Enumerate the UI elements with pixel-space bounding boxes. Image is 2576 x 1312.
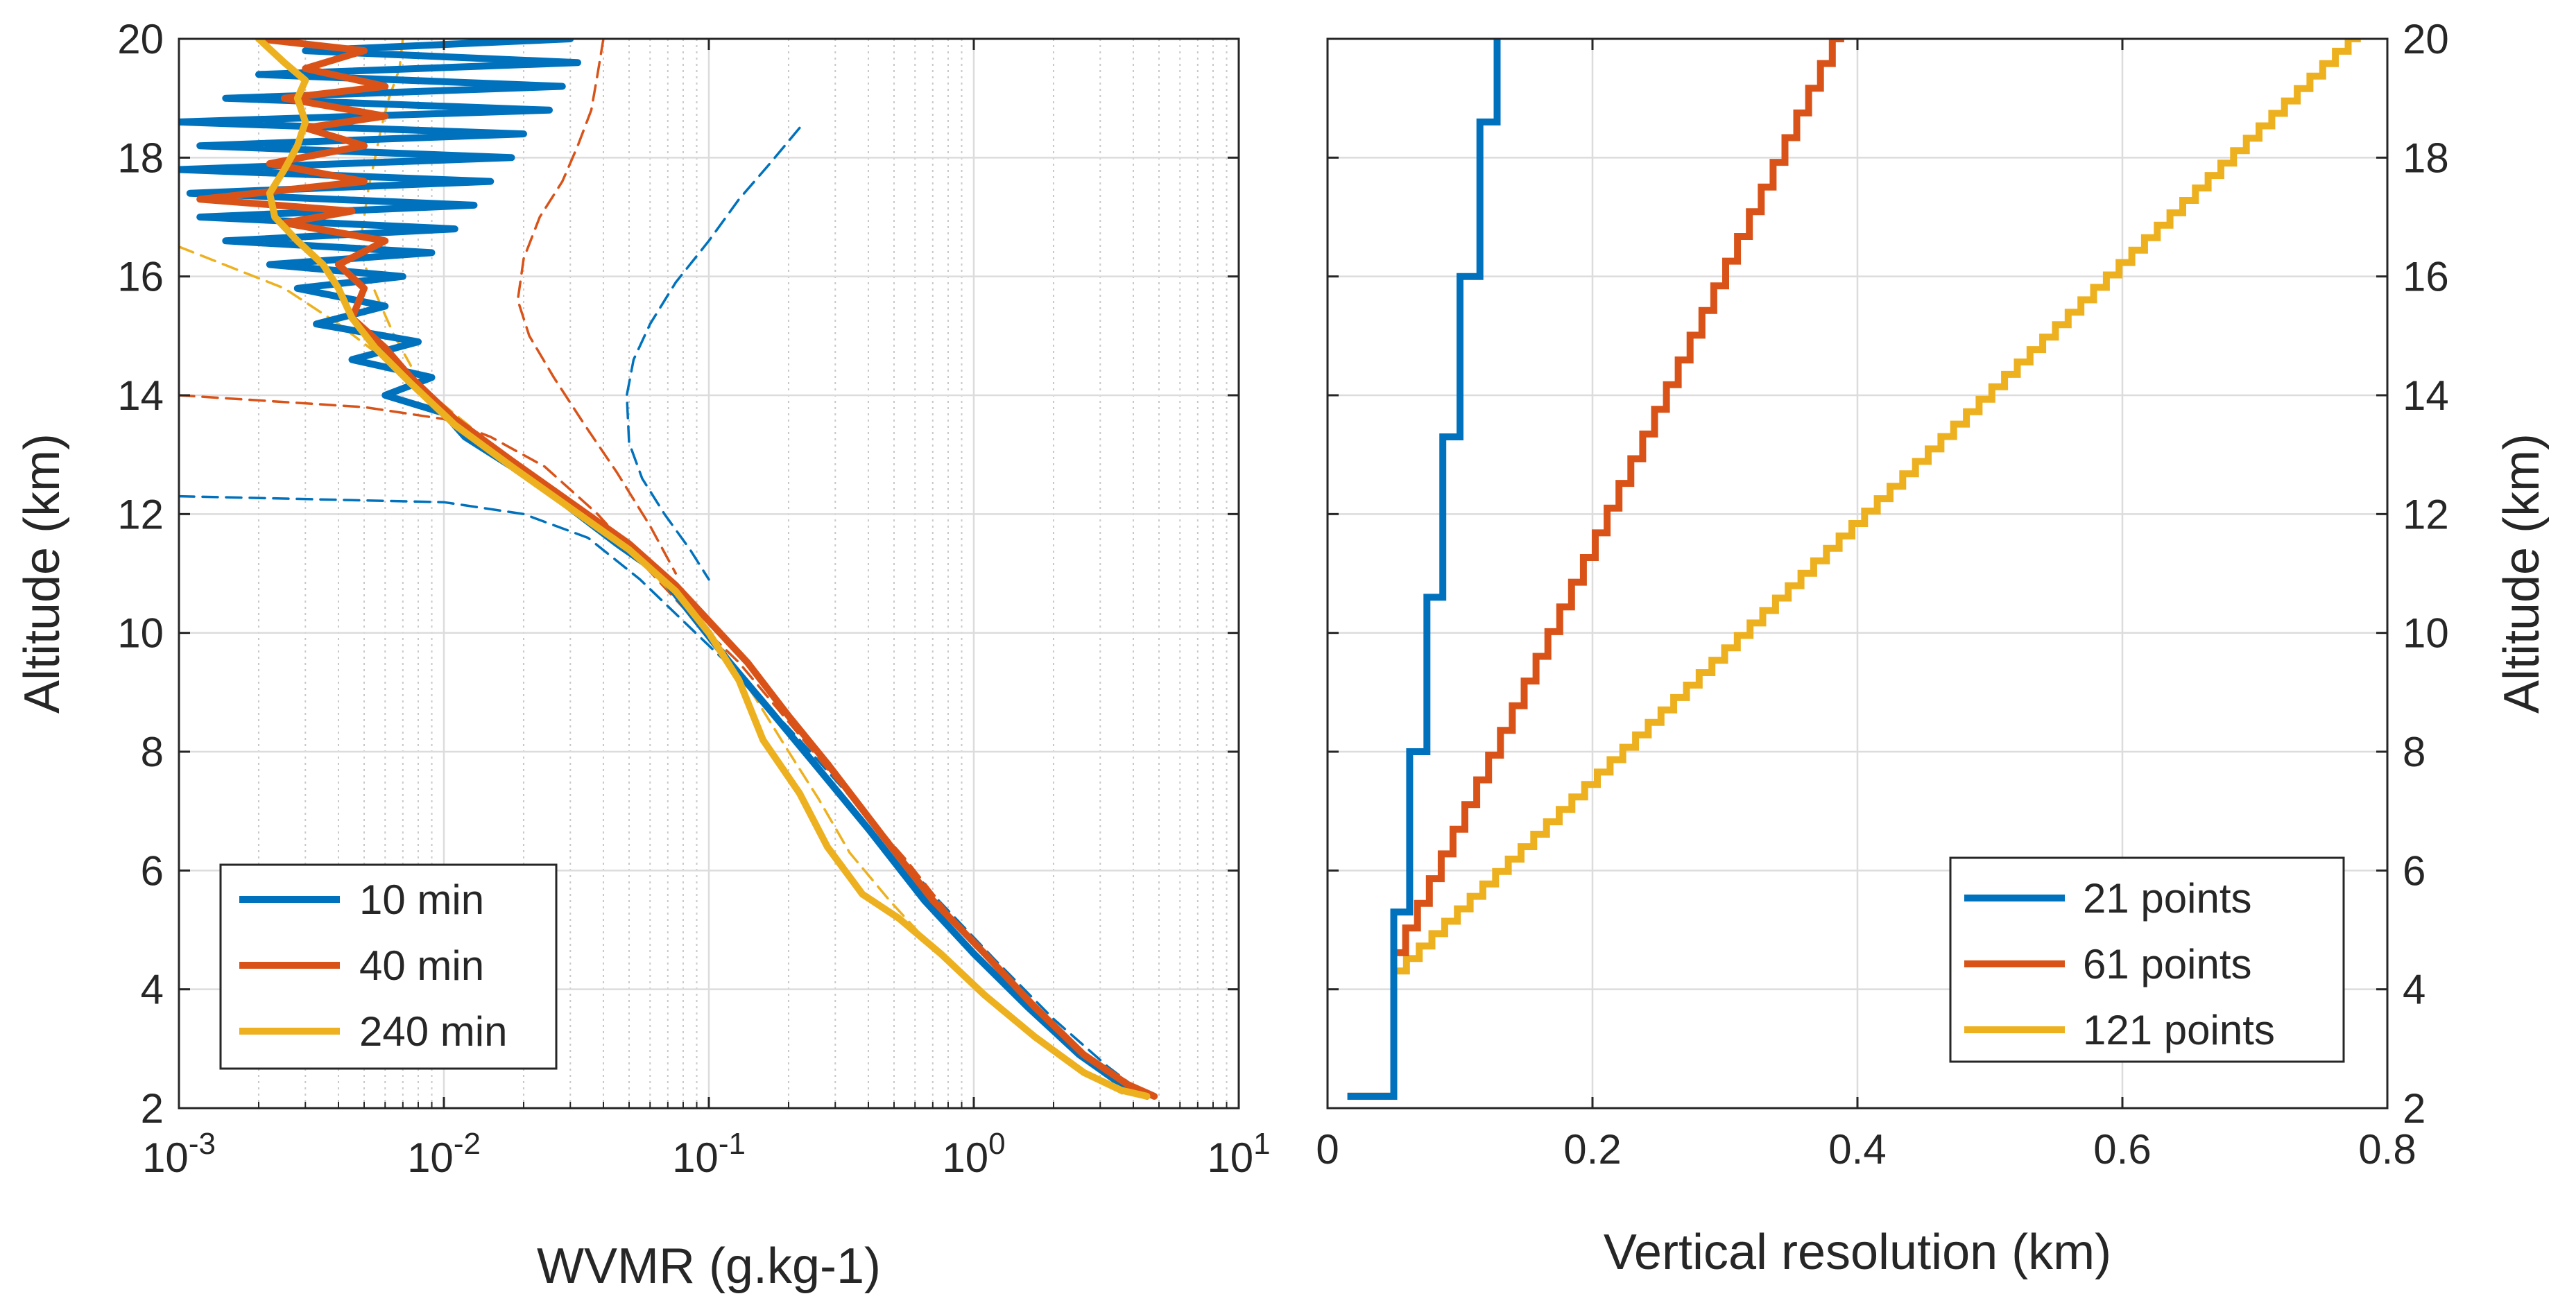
right-x-tick-label: 0.2 — [1563, 1126, 1621, 1173]
left-y-tick-label: 20 — [117, 16, 164, 62]
right-y-tick-label: 14 — [2403, 372, 2449, 419]
right-chart-panel: 2 4 6 8 10 12 14 16 18 20 0 0.2 0.4 0.6 0.8 Vertical r… — [1316, 16, 2550, 1280]
left-y-tick-label: 12 — [117, 491, 164, 537]
right-y-tick-label: 2 — [2403, 1085, 2425, 1132]
left-legend-label: 240 min — [359, 1008, 507, 1055]
right-legend-label: 61 points — [2083, 941, 2252, 987]
left-chart-panel: 2 4 6 8 10 12 14 16 18 20 10-3 10-2 10-1 100 101 WVMR … — [15, 16, 1271, 1294]
right-y-axis-label: Altitude (km) — [2494, 433, 2550, 714]
right-x-axis-label: Vertical resolution (km) — [1604, 1225, 2111, 1280]
right-series-line-121-points — [1347, 39, 2361, 1100]
left-series-line-10-min — [179, 39, 1151, 1100]
left-y-tick-label: 10 — [117, 610, 164, 657]
left-x-tick-label: 100 — [942, 1127, 1005, 1181]
left-x-axis-label: WVMR (g.kg-1) — [537, 1238, 881, 1294]
right-ticks: 2 4 6 8 10 12 14 16 18 20 0 0.2 0.4 0.6 0.8 — [1316, 16, 2448, 1173]
left-ticks: 2 4 6 8 10 12 14 16 18 20 10-3 10-2 10-1 100 101 — [117, 16, 1270, 1181]
left-y-tick-label: 8 — [141, 729, 164, 775]
right-y-tick-label: 8 — [2403, 729, 2425, 775]
left-legend: 10 min 40 min 240 min — [219, 863, 558, 1070]
left-x-tick-label: 10-1 — [672, 1127, 746, 1181]
left-y-tick-label: 4 — [141, 967, 164, 1013]
left-legend-label: 10 min — [359, 877, 484, 923]
right-x-tick-label: 0.8 — [2358, 1126, 2416, 1173]
right-series-line-61-points — [1347, 39, 1844, 1100]
left-y-axis-label: Altitude (km) — [15, 433, 70, 714]
left-y-tick-label: 14 — [117, 372, 164, 419]
left-x-tick-label: 10-2 — [407, 1127, 481, 1181]
right-series-group — [1347, 39, 2361, 1100]
left-y-tick-label: 16 — [117, 254, 164, 300]
left-series-line-240-min — [255, 39, 1151, 1100]
right-x-tick-label: 0 — [1316, 1126, 1339, 1173]
left-y-tick-label: 18 — [117, 135, 164, 181]
right-series-line-21-points — [1347, 39, 1501, 1100]
left-x-tick-label: 10-3 — [142, 1127, 216, 1181]
right-y-tick-label: 12 — [2403, 491, 2449, 537]
right-y-tick-label: 18 — [2403, 135, 2449, 181]
right-y-tick-label: 6 — [2403, 847, 2425, 894]
right-y-tick-label: 10 — [2403, 610, 2449, 657]
left-dashed-reference-line — [625, 126, 801, 581]
left-legend-label: 40 min — [359, 942, 484, 989]
left-dashed-reference-line — [516, 39, 678, 575]
right-y-tick-label: 20 — [2403, 16, 2449, 62]
left-series-group — [179, 39, 1158, 1100]
right-y-tick-label: 4 — [2403, 967, 2425, 1013]
right-x-tick-label: 0.6 — [2093, 1126, 2151, 1173]
right-legend-label: 21 points — [2083, 875, 2252, 922]
right-legend-label: 121 points — [2083, 1007, 2275, 1053]
right-y-tick-label: 16 — [2403, 254, 2449, 300]
right-x-tick-label: 0.4 — [1828, 1126, 1886, 1173]
left-x-tick-label: 101 — [1207, 1127, 1270, 1181]
left-y-tick-label: 2 — [141, 1085, 164, 1132]
left-y-tick-label: 6 — [141, 847, 164, 894]
left-series-line-40-min — [196, 39, 1158, 1100]
right-legend: 21 points 61 points 121 points — [1949, 856, 2345, 1063]
